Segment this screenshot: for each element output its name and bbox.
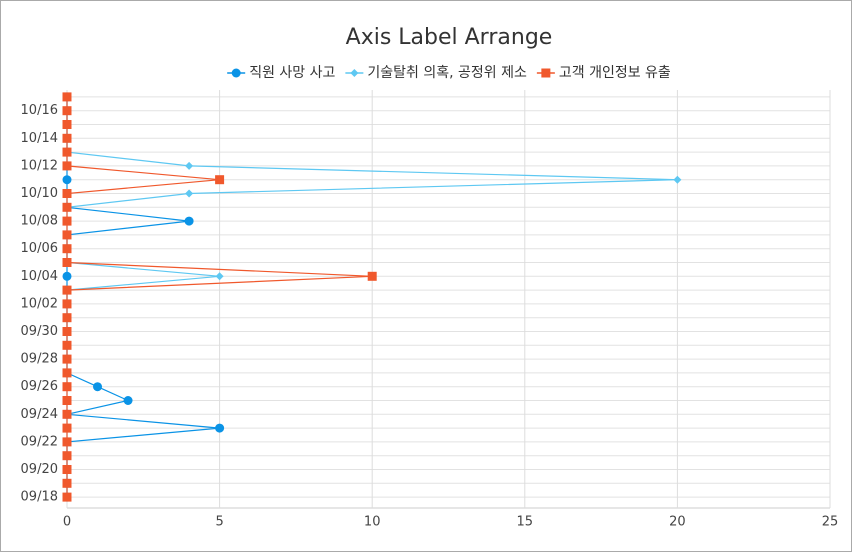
marker [673, 175, 682, 184]
legend-item: 고객 개인정보 유출 [536, 65, 671, 81]
marker [367, 271, 377, 281]
marker [62, 340, 72, 350]
marker [62, 313, 72, 323]
marker [62, 368, 72, 378]
marker [62, 299, 72, 309]
y-tick-label: 09/18 [21, 490, 58, 505]
marker [123, 396, 133, 405]
marker [62, 147, 72, 157]
y-tick-label: 10/10 [21, 186, 58, 201]
y-tick-label: 10/06 [21, 241, 58, 256]
marker [62, 258, 72, 267]
y-tick-label: 09/22 [21, 434, 58, 449]
y-tick-label: 10/08 [21, 214, 58, 229]
marker [62, 120, 72, 129]
legend-item: 직원 사망 사고 [227, 65, 335, 81]
marker [62, 202, 72, 212]
legend: 직원 사망 사고 기술탈취 의혹, 공정위 제소 고객 개인정보 유출 [227, 65, 671, 81]
marker [62, 244, 72, 254]
marker [62, 106, 72, 116]
y-tick-label: 09/24 [21, 407, 58, 422]
marker [185, 189, 194, 198]
marker [62, 285, 72, 295]
marker [62, 451, 72, 461]
marker [184, 216, 194, 226]
legend-item: 기술탈취 의혹, 공정위 제소 [345, 65, 527, 81]
y-tick-label: 10/02 [21, 296, 58, 311]
y-tick-label: 09/28 [21, 352, 58, 367]
marker [215, 175, 225, 185]
y-tick-label: 09/20 [21, 462, 58, 477]
legend-label: 고객 개인정보 유출 [559, 65, 671, 81]
y-tick-label: 10/14 [21, 131, 58, 146]
marker [62, 382, 72, 392]
y-tick-label: 10/12 [21, 158, 58, 173]
marker [62, 327, 72, 336]
marker [62, 409, 72, 419]
chart-title: Axis Label Arrange [346, 25, 553, 50]
marker [93, 382, 103, 392]
y-tick-label: 10/16 [21, 103, 58, 118]
marker [62, 161, 72, 171]
marker [62, 133, 72, 143]
legend-label: 직원 사망 사고 [249, 65, 335, 81]
marker [541, 68, 551, 78]
x-tick-label: 20 [669, 515, 686, 530]
marker [62, 423, 72, 433]
marker [62, 175, 72, 185]
marker [62, 354, 72, 364]
marker [62, 216, 72, 226]
legend-label: 기술탈취 의혹, 공정위 제소 [367, 65, 527, 81]
marker [185, 161, 194, 170]
marker [62, 189, 72, 198]
marker [62, 230, 72, 240]
y-tick-label: 10/04 [21, 269, 58, 284]
marker [215, 423, 225, 433]
y-tick-label: 09/26 [21, 379, 58, 394]
marker [62, 492, 72, 502]
x-tick-label: 10 [364, 515, 381, 530]
marker [350, 69, 359, 77]
marker [62, 478, 72, 488]
x-tick-label: 15 [517, 515, 534, 530]
x-tick-label: 0 [63, 515, 71, 530]
x-tick-label: 5 [215, 515, 223, 530]
marker [215, 272, 224, 281]
x-tick-label: 25 [822, 515, 839, 530]
marker [231, 68, 241, 78]
marker [62, 271, 72, 281]
y-tick-label: 09/30 [21, 324, 58, 339]
marker [62, 465, 72, 474]
marker [62, 92, 72, 102]
marker [62, 396, 72, 405]
marker [62, 437, 72, 447]
